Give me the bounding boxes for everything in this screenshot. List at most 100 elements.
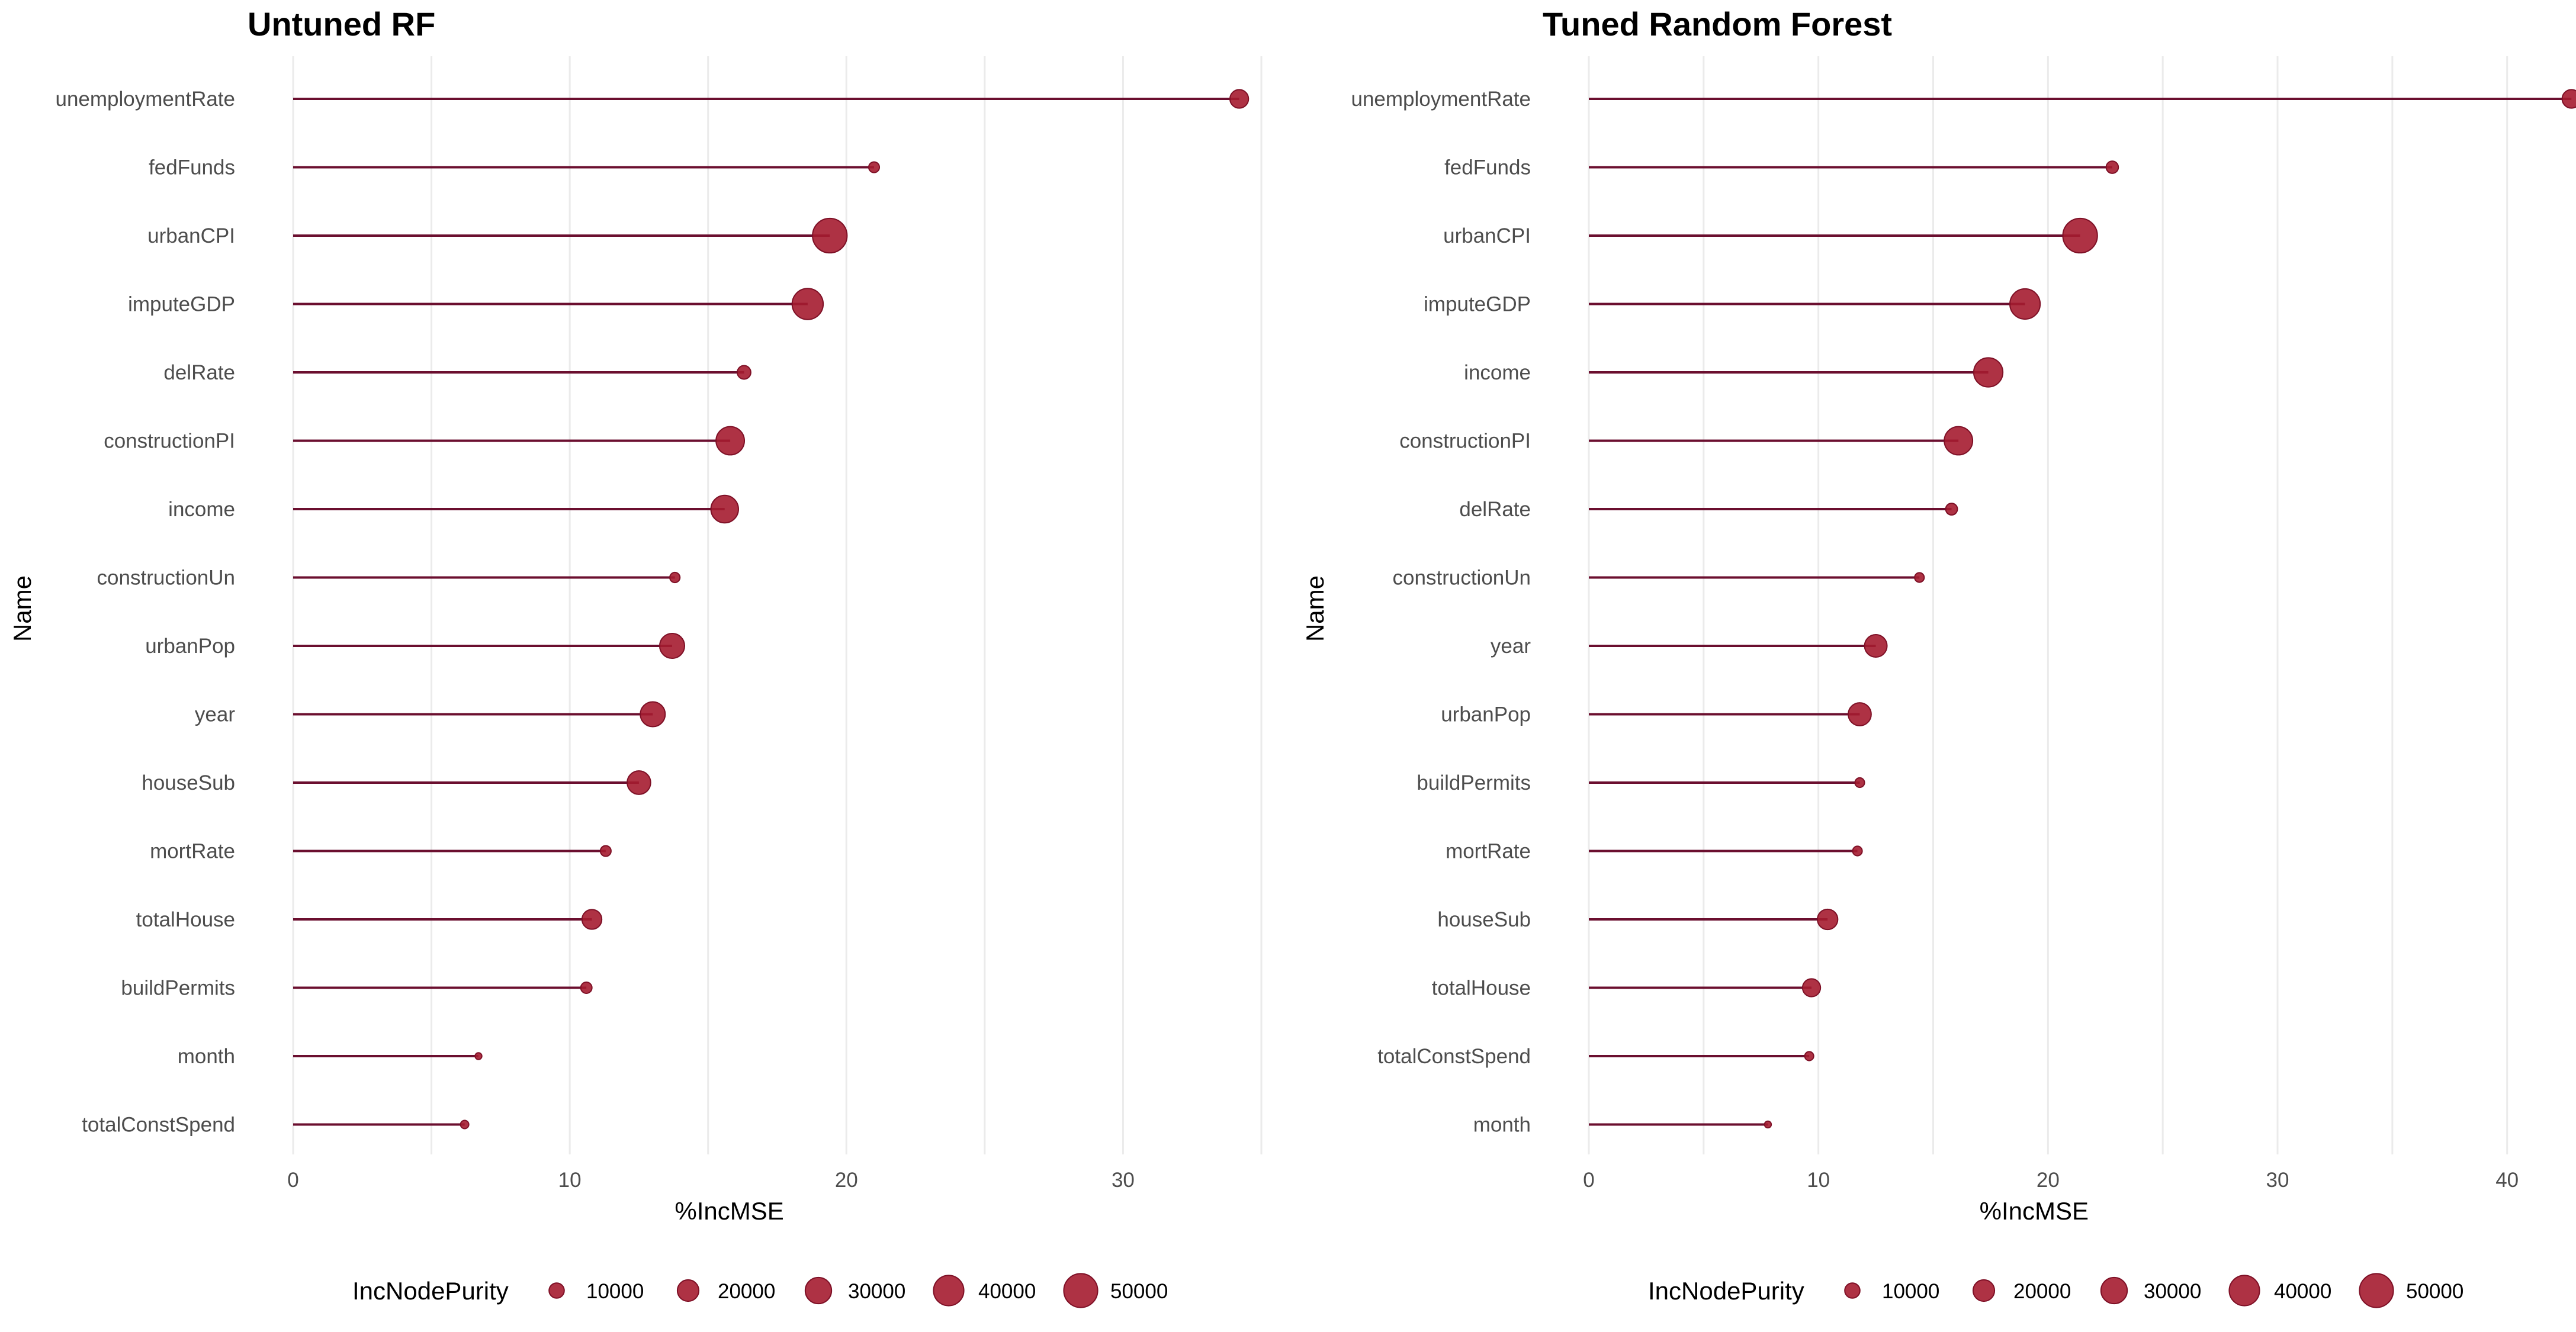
category-label: totalHouse (1432, 977, 1531, 1000)
lollipop-point (2561, 89, 2576, 109)
legend-key (2100, 1276, 2128, 1305)
lollipop-point (1848, 702, 1872, 726)
category-label: houseSub (1437, 908, 1531, 931)
category-label: mortRate (150, 840, 235, 863)
category-label: imputeGDP (128, 293, 235, 316)
category-label: constructionPI (104, 430, 235, 453)
legend-label: 20000 (2013, 1280, 2071, 1303)
legend-key (933, 1275, 965, 1307)
lollipop-point (1764, 1120, 1772, 1129)
category-label: month (1473, 1114, 1531, 1137)
legend-key (676, 1279, 700, 1302)
category-label: month (178, 1045, 235, 1068)
x-tick-label: 10 (558, 1169, 582, 1192)
x-axis-label: %IncMSE (1980, 1197, 2089, 1225)
lollipop-point (868, 161, 881, 173)
chart-title: Tuned Random Forest (1543, 5, 1892, 43)
category-label: constructionUn (97, 567, 235, 590)
lollipop-point (1864, 634, 1888, 658)
category-label: urbanCPI (147, 224, 235, 247)
y-axis-label: Name (8, 575, 36, 642)
lollipop-point (1944, 426, 1974, 456)
gridlines (1588, 56, 2508, 1154)
legend-label: 40000 (978, 1280, 1036, 1303)
x-tick-label: 0 (287, 1169, 298, 1192)
category-label: totalConstSpend (1377, 1045, 1531, 1068)
x-tick-label: 30 (1112, 1169, 1135, 1192)
lollipop-point (1945, 503, 1958, 516)
legend-label: 50000 (2406, 1280, 2463, 1303)
legend-key (548, 1282, 565, 1299)
category-label: year (195, 703, 235, 726)
legend-key (2228, 1275, 2260, 1307)
lollipop-point (710, 494, 739, 524)
category-label: imputeGDP (1424, 293, 1531, 316)
x-tick-label: 20 (835, 1169, 858, 1192)
category-label: fedFunds (149, 156, 235, 179)
lollipop-point (581, 909, 603, 930)
lollipop-point (2062, 217, 2098, 254)
lollipop-point (737, 365, 751, 380)
legend-label: 50000 (1110, 1280, 1168, 1303)
legend-label: 10000 (586, 1280, 644, 1303)
lollipop-point (1852, 845, 1863, 857)
category-label: fedFunds (1444, 156, 1531, 179)
x-tick-label: 40 (2495, 1169, 2519, 1192)
category-label: unemploymentRate (1351, 88, 1531, 111)
category-label: urbanCPI (1443, 224, 1531, 247)
lollipop-point (640, 701, 666, 728)
category-label: buildPermits (121, 977, 235, 1000)
y-axis-label: Name (1301, 575, 1329, 642)
lollipop-point (460, 1119, 470, 1130)
category-label: buildPermits (1417, 771, 1531, 794)
legend-label: 30000 (2144, 1280, 2201, 1303)
lollipop-point (669, 571, 681, 584)
lollipop-point (715, 426, 746, 456)
panel-untuned-rf: Untuned RF Name 0 10 20 30 %IncMSE unemployment… (8, 5, 1263, 1308)
category-label: constructionUn (1393, 567, 1531, 590)
lollipop-point (1973, 357, 2004, 388)
lollipop-point (1817, 908, 1839, 931)
category-label: delRate (163, 361, 235, 384)
legend-label: 40000 (2274, 1280, 2331, 1303)
legend-key (1063, 1273, 1099, 1308)
category-label: urbanPop (145, 635, 235, 658)
legend-label: 30000 (848, 1280, 905, 1303)
category-label: mortRate (1446, 840, 1531, 863)
category-label: unemploymentRate (56, 88, 236, 111)
category-label: totalConstSpend (82, 1114, 235, 1137)
category-label: year (1491, 635, 1531, 658)
legend-label: 20000 (718, 1280, 775, 1303)
legend-key (2359, 1273, 2394, 1308)
size-legend: IncNodePurity 10000 20000 30000 40000 50000 (1648, 1273, 2463, 1308)
x-axis-label: %IncMSE (674, 1197, 783, 1225)
category-label: income (168, 498, 235, 521)
category-label: totalHouse (136, 908, 235, 931)
lollipop-point (1229, 89, 1250, 109)
category-label: constructionPI (1399, 430, 1531, 453)
category-label: income (1464, 361, 1531, 384)
lollipop-point (1801, 978, 1822, 998)
lollipop-point (812, 217, 848, 254)
x-tick-label: 30 (2266, 1169, 2289, 1192)
lollipop-point (599, 845, 612, 857)
panel-tuned-random-forest: Tuned Random Forest Name 0 10 20 30 40 %IncMSE u… (1301, 5, 2576, 1308)
legend-title: IncNodePurity (352, 1277, 509, 1305)
lollipop-point (2009, 288, 2041, 320)
category-label: urbanPop (1441, 703, 1531, 726)
lollipop-point (791, 288, 824, 320)
lollipop-point (1804, 1051, 1814, 1061)
category-label: houseSub (142, 771, 235, 794)
chart-title: Untuned RF (248, 5, 435, 43)
lollipop-point (659, 632, 686, 659)
lollipop-point (2105, 160, 2119, 174)
lollipop-point (580, 982, 593, 994)
lollipop-point (474, 1052, 483, 1060)
legend-label: 10000 (1882, 1280, 1939, 1303)
x-tick-label: 10 (1807, 1169, 1830, 1192)
size-legend: IncNodePurity 10000 20000 30000 40000 50000 (352, 1273, 1168, 1308)
lollipop-point (627, 770, 651, 795)
legend-key (1972, 1279, 1996, 1302)
x-tick-label: 0 (1583, 1169, 1594, 1192)
